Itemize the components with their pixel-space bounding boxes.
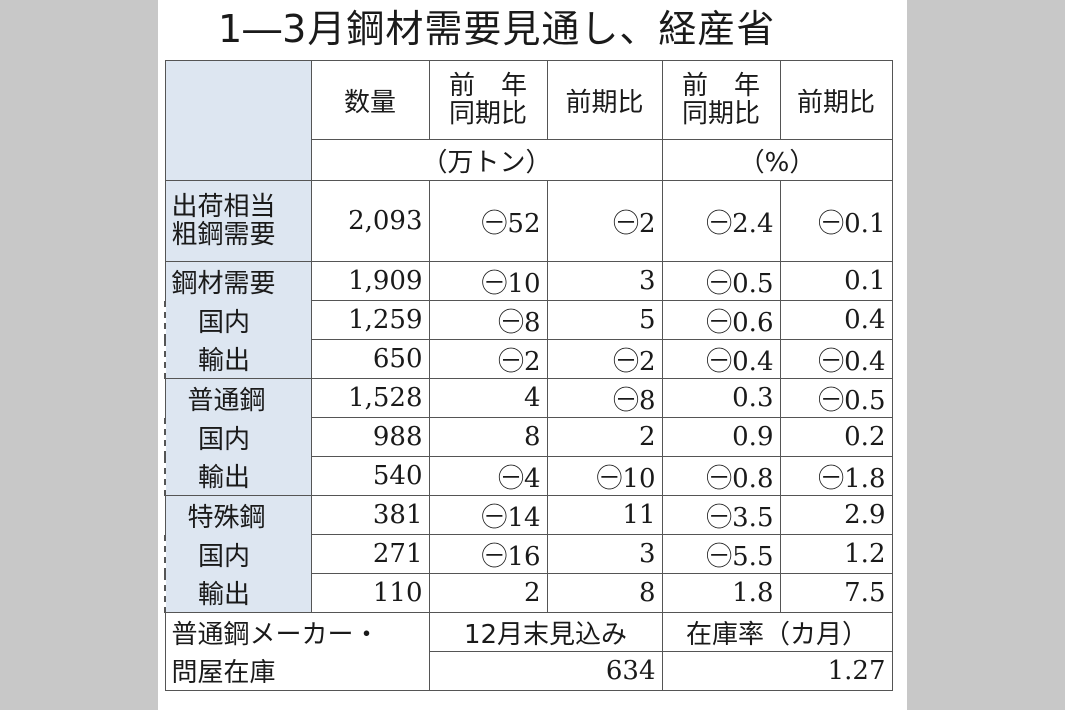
inventory-ratio-header: 在庫率（カ月）: [661, 612, 893, 652]
row-label: 国内: [164, 300, 312, 340]
cell-quantity: 1,909: [310, 261, 430, 301]
table-row: 国内 271 ㊀16 3 ㊀5.5 1.2: [164, 534, 893, 574]
unit-percent: （%）: [661, 139, 893, 181]
row-label: 輸出: [164, 573, 312, 613]
row-label: 国内: [164, 417, 312, 457]
col-quantity-header: 数量: [310, 60, 430, 140]
corner-cell: [164, 60, 312, 181]
cell-pct-yoy: ㊀5.5: [661, 534, 781, 574]
col-pct-yoy-header-top: 前 年: [681, 71, 760, 101]
unit-tons: （万トン）: [310, 139, 663, 181]
cell-qoq: 3: [546, 261, 663, 301]
cell-quantity: 110: [310, 573, 430, 613]
row-label: 輸出: [164, 456, 312, 496]
cell-pct-qoq: 0.1: [779, 261, 893, 301]
document-sheet: 1―3月鋼材需要見通し、経産省 数量 前 年 同期比 前期比 前 年 同期比 前…: [158, 0, 907, 710]
cell-yoy: 2: [428, 573, 548, 613]
cell-quantity: 650: [310, 339, 430, 379]
col-yoy-header-top: 前 年: [448, 71, 527, 101]
table-row: 特殊鋼 381 ㊀14 11 ㊀3.5 2.9: [164, 495, 893, 535]
table-row: 輸出 110 2 8 1.8 7.5: [164, 573, 893, 613]
col-pct-yoy-header: 前 年 同期比: [661, 60, 781, 140]
cell-pct-yoy: ㊀0.4: [661, 339, 781, 379]
cell-pct-qoq: 1.2: [779, 534, 893, 574]
table-row: 輸出 650 ㊀2 ㊀2 ㊀0.4 ㊀0.4: [164, 339, 893, 379]
cell-qoq: ㊀10: [546, 456, 663, 496]
inventory-value-row: 問屋在庫 634 1.27: [164, 651, 893, 691]
cell-pct-qoq: ㊀0.5: [779, 378, 893, 418]
cell-pct-qoq: 0.4: [779, 300, 893, 340]
forecast-value: 634: [428, 651, 663, 691]
cell-yoy: ㊀10: [428, 261, 548, 301]
cell-pct-yoy: ㊀0.8: [661, 456, 781, 496]
cell-yoy: ㊀8: [428, 300, 548, 340]
table-row: 輸出 540 ㊀4 ㊀10 ㊀0.8 ㊀1.8: [164, 456, 893, 496]
cell-yoy: ㊀16: [428, 534, 548, 574]
inventory-header-row: 普通鋼メーカー・ 12月末見込み 在庫率（カ月）: [164, 612, 893, 652]
cell-qoq: ㊀2: [546, 180, 663, 262]
table-row: 普通鋼 1,528 4 ㊀8 0.3 ㊀0.5: [164, 378, 893, 418]
row-label: 特殊鋼: [164, 495, 312, 535]
row-label-line2: 粗鋼需要: [171, 220, 276, 250]
cell-qoq: 8: [546, 573, 663, 613]
cell-pct-yoy: ㊀2.4: [661, 180, 781, 262]
cell-qoq: 3: [546, 534, 663, 574]
row-label: 国内: [164, 534, 312, 574]
cell-quantity: 540: [310, 456, 430, 496]
cell-pct-qoq: 7.5: [779, 573, 893, 613]
col-yoy-header: 前 年 同期比: [428, 60, 548, 140]
cell-qoq: 11: [546, 495, 663, 535]
col-pct-yoy-header-bottom: 同期比: [681, 99, 760, 129]
cell-pct-qoq: ㊀0.4: [779, 339, 893, 379]
cell-pct-qoq: ㊀1.8: [779, 456, 893, 496]
col-qoq-header: 前期比: [546, 60, 663, 140]
col-yoy-header-bottom: 同期比: [448, 99, 527, 129]
cell-yoy: ㊀52: [428, 180, 548, 262]
cell-quantity: 2,093: [310, 180, 430, 262]
col-pct-qoq-header: 前期比: [779, 60, 893, 140]
inventory-ratio-value: 1.27: [661, 651, 893, 691]
cell-pct-yoy: ㊀3.5: [661, 495, 781, 535]
cell-qoq: 5: [546, 300, 663, 340]
cell-quantity: 1,528: [310, 378, 430, 418]
cell-qoq: ㊀2: [546, 339, 663, 379]
table-row: 国内 1,259 ㊀8 5 ㊀0.6 0.4: [164, 300, 893, 340]
table-row: 鋼材需要 1,909 ㊀10 3 ㊀0.5 0.1: [164, 261, 893, 301]
unit-row: （万トン） （%）: [165, 139, 893, 181]
table-row: 出荷相当 粗鋼需要 2,093 ㊀52 ㊀2 ㊀2.4 ㊀0.1: [164, 180, 893, 262]
cell-pct-yoy: 0.9: [661, 417, 781, 457]
inventory-label-line2: 問屋在庫: [164, 651, 430, 691]
cell-quantity: 271: [310, 534, 430, 574]
cell-pct-qoq: 0.2: [779, 417, 893, 457]
cell-quantity: 1,259: [310, 300, 430, 340]
cell-pct-yoy: ㊀0.5: [661, 261, 781, 301]
cell-yoy: ㊀2: [428, 339, 548, 379]
forecast-header: 12月末見込み: [428, 612, 663, 652]
cell-qoq: ㊀8: [546, 378, 663, 418]
steel-demand-table: 数量 前 年 同期比 前期比 前 年 同期比 前期比 （万トン） （%） 出荷相…: [164, 60, 893, 691]
cell-yoy: ㊀4: [428, 456, 548, 496]
row-label: 輸出: [164, 339, 312, 379]
cell-pct-yoy: 0.3: [661, 378, 781, 418]
cell-pct-yoy: 1.8: [661, 573, 781, 613]
inventory-label-line1: 普通鋼メーカー・: [164, 612, 430, 652]
cell-qoq: 2: [546, 417, 663, 457]
cell-quantity: 988: [310, 417, 430, 457]
cell-pct-qoq: 2.9: [779, 495, 893, 535]
cell-yoy: 4: [428, 378, 548, 418]
row-label: 普通鋼: [164, 378, 312, 418]
cell-yoy: ㊀14: [428, 495, 548, 535]
page-title: 1―3月鋼材需要見通し、経産省: [218, 7, 776, 51]
header-row: 数量 前 年 同期比 前期比 前 年 同期比 前期比: [164, 60, 893, 181]
row-label: 鋼材需要: [164, 261, 312, 301]
cell-yoy: 8: [428, 417, 548, 457]
row-label-line1: 出荷相当: [171, 192, 276, 222]
cell-pct-qoq: ㊀0.1: [779, 180, 893, 262]
table-row: 国内 988 8 2 0.9 0.2: [164, 417, 893, 457]
cell-pct-yoy: ㊀0.6: [661, 300, 781, 340]
cell-quantity: 381: [310, 495, 430, 535]
row-label: 出荷相当 粗鋼需要: [164, 180, 312, 262]
